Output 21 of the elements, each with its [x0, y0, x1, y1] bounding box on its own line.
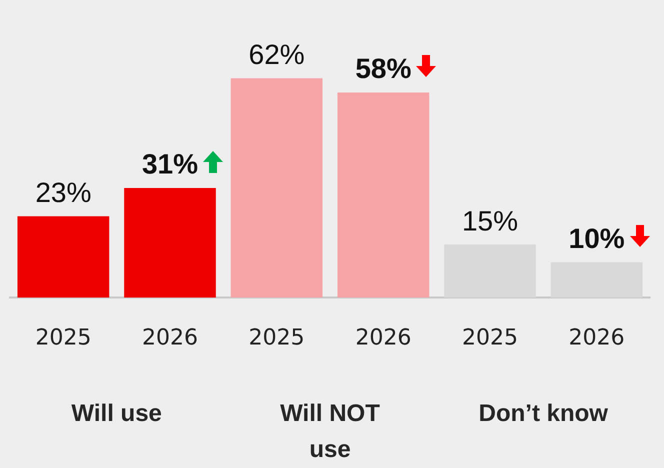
data-label: 62%	[248, 39, 305, 70]
x-tick-label: 2026	[142, 326, 198, 351]
bar	[444, 244, 536, 298]
x-tick-label: 2026	[568, 326, 625, 351]
text: Will use	[70, 399, 163, 429]
x-tick-label: 2025	[462, 326, 518, 351]
text: Don’t know	[478, 399, 609, 429]
data-label: 23%	[35, 176, 92, 208]
x-tick-label: 2025	[35, 326, 92, 351]
data-label: 58%	[355, 53, 412, 84]
data-label: 15%	[462, 205, 518, 236]
bar	[17, 216, 110, 298]
bar	[550, 262, 643, 298]
bar	[124, 188, 216, 298]
bar	[337, 92, 430, 298]
text: Will NOT use	[279, 399, 381, 465]
data-label: 31%	[142, 148, 198, 180]
x-tick-label: 2026	[355, 326, 412, 351]
data-label: 10%	[568, 222, 625, 254]
bar	[230, 78, 323, 298]
x-tick-label: 2025	[248, 326, 305, 351]
